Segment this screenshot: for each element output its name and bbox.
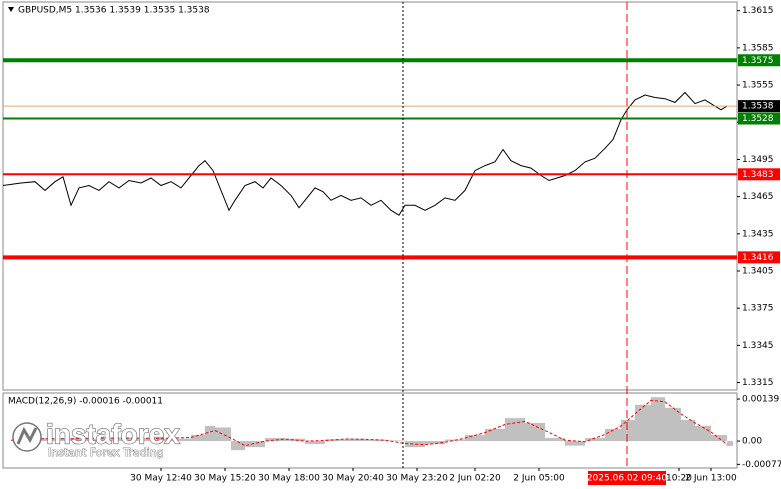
price-title: GBPUSD,M5 1.3536 1.3539 1.3535 1.3538 [18, 6, 210, 16]
y-tick-label: 1.3585 [742, 43, 774, 53]
histogram-bar [405, 441, 425, 448]
level-label: 1.3575 [742, 56, 774, 66]
y-tick-label: 1.3435 [742, 229, 774, 239]
histogram-bar [285, 438, 305, 442]
watermark: instaforex Instant Forex Trading [12, 418, 181, 459]
histogram-bar [565, 441, 585, 446]
level-label: 1.3483 [742, 170, 774, 180]
histogram-bar [605, 428, 621, 442]
level-label-box [738, 168, 780, 181]
histogram-bar [505, 418, 525, 442]
y-tick-label: 1.3405 [742, 266, 774, 276]
y-tick-label: 1.3375 [742, 304, 774, 314]
crosshair-label-box [588, 471, 666, 485]
histogram-bar [425, 441, 445, 445]
histogram-bar [681, 419, 695, 442]
histogram-bar [305, 441, 325, 445]
level-label-box [738, 54, 780, 67]
histogram-bar [265, 438, 285, 442]
x-tick-label: 30 May 20:40 [322, 474, 384, 484]
y-tick-label: 0.00 [742, 437, 762, 447]
menu-arrow [8, 7, 14, 12]
histogram-bar [131, 438, 161, 442]
x-tick-label: 30 May 15:20 [194, 474, 256, 484]
level-label: 1.3528 [742, 114, 774, 124]
histogram-bar [215, 427, 231, 442]
y-tick-label: 1.3615 [742, 6, 774, 16]
x-tick-label: 2 Jun 05:00 [513, 474, 565, 484]
main-frame [2, 1, 738, 391]
logo-mark [16, 426, 38, 445]
histogram-bar [385, 440, 405, 442]
level-label: 1.3416 [742, 253, 774, 263]
histogram-bar [465, 435, 485, 442]
histogram-bar [191, 435, 205, 442]
y-tick-label: -0.00077 [742, 460, 781, 470]
watermark-tagline: Instant Forex Trading [48, 446, 164, 459]
y-tick-label: 1.3555 [742, 81, 774, 91]
histogram-bar [485, 428, 505, 442]
histogram-bar [727, 441, 733, 446]
histogram-bar [345, 438, 365, 442]
histogram-bar [231, 441, 245, 451]
histogram-bar [245, 441, 265, 448]
macd-title: MACD(12,26,9) -0.00016 -0.00011 [8, 397, 163, 407]
x-tick-label: 2 Jun 13:00 [685, 474, 737, 484]
histogram-bar [665, 407, 681, 442]
x-tick-label: 30 May 12:40 [130, 474, 192, 484]
crosshair-label: 2025.06.02 09:40 [587, 474, 668, 484]
signal-line [10, 399, 728, 447]
y-tick-label: 1.3465 [742, 192, 774, 202]
histogram-bar [325, 439, 345, 442]
histogram-bar [101, 437, 131, 442]
y-tick-label: 0.00139 [742, 395, 779, 405]
histogram-bar [621, 419, 635, 442]
histogram-bar [365, 439, 385, 442]
histogram-bar [205, 425, 215, 442]
x-tick-label: 30 May 18:00 [258, 474, 320, 484]
level-label: 1.3538 [742, 102, 774, 112]
level-label-box [738, 100, 780, 113]
y-tick-label: 1.3495 [742, 155, 774, 165]
macd-frame [2, 392, 738, 469]
x-tick-label: 10:20 [666, 474, 692, 484]
histogram-bar [635, 404, 651, 442]
histogram-bar [651, 397, 665, 442]
histogram-bar [585, 438, 605, 442]
y-tick-label: 1.3315 [742, 378, 774, 388]
histogram-bar [161, 438, 191, 442]
histogram-bar [71, 438, 101, 442]
histogram-bar [41, 438, 71, 442]
x-tick-label: 30 May 23:20 [386, 474, 448, 484]
y-tick-label: 1.3345 [742, 341, 774, 351]
histogram-bar [525, 422, 545, 442]
level-label-box [738, 251, 780, 264]
x-tick-label: 2 Jun 02:20 [449, 474, 501, 484]
histogram-bar [695, 425, 711, 442]
watermark-brand: instaforex [46, 418, 180, 449]
price-line [2, 91, 728, 216]
level-label-box [738, 112, 780, 125]
histogram-bar [545, 438, 565, 442]
